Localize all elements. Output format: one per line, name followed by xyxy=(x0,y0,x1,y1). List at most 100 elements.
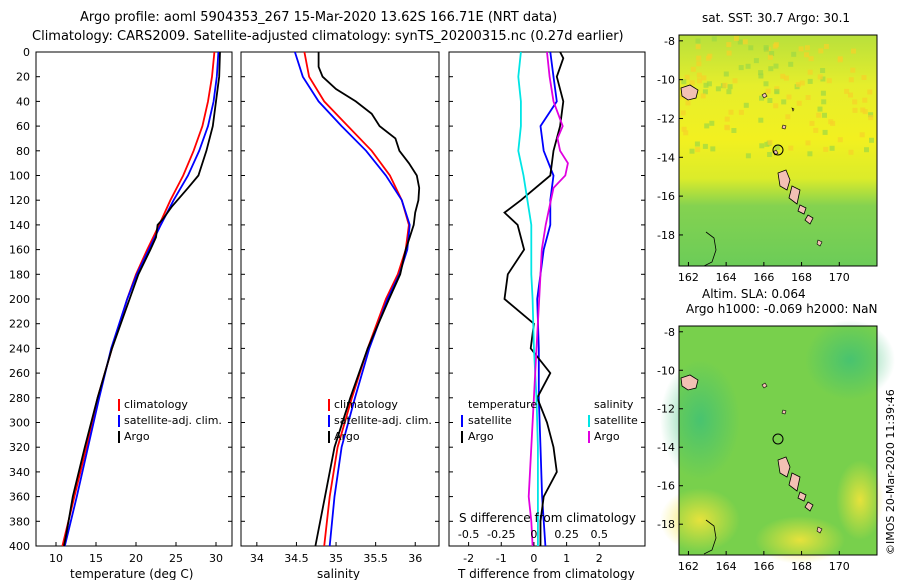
sst-speckle-cell xyxy=(864,147,869,153)
legend-heading-salinity: salinity xyxy=(594,398,634,411)
map-lon-tick-label: 166 xyxy=(753,560,774,573)
sst-speckle-cell xyxy=(695,44,701,50)
sst-speckle-cell xyxy=(807,151,813,157)
difference-x-ticks: -2 -1 0 1 2 xyxy=(463,542,603,565)
depth-tick-label: 0 xyxy=(23,46,30,59)
sst-speckle-cell xyxy=(774,86,780,92)
top-x-tick-label: 0 xyxy=(530,528,537,541)
sst-speckle-cell xyxy=(697,78,702,84)
map-lon-tick-label: 164 xyxy=(716,271,737,284)
sst-reef-outline xyxy=(703,231,717,267)
sst-speckle-cell xyxy=(805,95,811,100)
difference-panel-frame xyxy=(448,51,646,547)
sst-speckle-cell xyxy=(822,112,827,118)
sst-speckle-cell xyxy=(818,48,824,54)
sla-island-solomon xyxy=(680,374,699,391)
header-line-1: Argo profile: aoml 5904353_267 15-Mar-20… xyxy=(80,10,557,25)
depth-tick-label: 320 xyxy=(9,441,30,454)
depth-tick-label: 140 xyxy=(9,219,30,232)
map-lon-tick-label: 170 xyxy=(829,560,850,573)
sst-speckle-cell xyxy=(767,152,773,157)
legend-label-satellite: satellite-adj. clim. xyxy=(334,414,432,427)
sst-speckle-cell xyxy=(765,88,771,94)
sst-speckle-cell xyxy=(821,99,827,105)
depth-tick-label: 300 xyxy=(9,417,30,430)
legend-label-s-satellite: satellite xyxy=(594,414,638,427)
sst-speckle-cell xyxy=(684,74,690,80)
sst-speckle-cell xyxy=(820,90,826,96)
series-line-satellite-adj-clim- xyxy=(63,51,220,547)
map-lat-tick-label: -18 xyxy=(657,229,675,242)
sst-speckle-cell xyxy=(813,127,819,133)
sst-speckle-cell xyxy=(724,124,730,130)
sst-speckle-cell xyxy=(848,92,853,98)
map-lat-tick-label: -10 xyxy=(657,364,675,377)
series-line-climatology xyxy=(303,51,410,547)
sst-speckle-cell xyxy=(696,55,702,61)
x-tick-label: 0 xyxy=(530,552,537,565)
sst-speckle-cell xyxy=(809,120,815,126)
sst-speckle-cell xyxy=(798,46,804,52)
sst-map: 162 164 166 168 170 -8 -10 -12 -14 -16 -18 xyxy=(657,34,878,284)
sst-speckle-cell xyxy=(700,93,706,99)
sst-speckle-cell xyxy=(702,143,708,149)
sst-speckle-cell xyxy=(817,74,823,80)
sst-speckle-cell xyxy=(696,61,702,67)
x-tick-label: 30 xyxy=(209,552,223,565)
map-lat-tick-label: -8 xyxy=(664,326,675,339)
sst-speckle-cell xyxy=(726,89,732,95)
sst-speckle-cell xyxy=(758,117,764,123)
sst-speckle-cell xyxy=(774,144,780,150)
series-line-t-argo xyxy=(503,51,565,546)
depth-tick-label: 200 xyxy=(9,293,30,306)
sst-speckle-cell xyxy=(788,61,794,67)
sst-speckle-cell xyxy=(728,109,734,115)
sla-map-anomaly xyxy=(660,488,740,552)
map-lat-tick-label: -14 xyxy=(657,441,675,454)
sst-map-frame xyxy=(678,34,878,267)
sst-speckle-cell xyxy=(759,143,765,149)
series-line-s-argo xyxy=(527,51,569,547)
sst-speckle-cell xyxy=(851,48,856,54)
sst-speckle-cell xyxy=(748,45,754,51)
sst-speckle-cell xyxy=(774,89,780,95)
depth-tick-label: 40 xyxy=(16,95,30,108)
sst-speckle-cell xyxy=(786,94,792,100)
sst-speckle-cell xyxy=(850,67,856,73)
temperature-x-label: temperature (deg C) xyxy=(70,567,193,580)
sst-speckle-cell xyxy=(781,99,787,105)
sst-speckle-cell xyxy=(732,78,738,84)
depth-tick-label: 80 xyxy=(16,145,30,158)
sst-speckle-cell xyxy=(861,75,867,80)
sst-speckle-cell xyxy=(710,146,716,152)
sst-speckle-cell xyxy=(738,65,744,71)
sst-speckle-cell xyxy=(768,66,774,72)
difference-top-label: S difference from climatology xyxy=(459,511,636,525)
legend-heading-temperature: temperature xyxy=(468,398,537,411)
sst-speckle-cell xyxy=(780,73,786,79)
x-tick-label: 36 xyxy=(408,552,422,565)
map-lat-tick-label: -12 xyxy=(657,112,675,125)
sst-speckle-cell xyxy=(808,56,814,62)
sst-speckle-cell xyxy=(733,36,739,41)
sst-speckle-cell xyxy=(703,82,709,88)
x-tick-label: 2 xyxy=(596,552,603,565)
sst-speckle-cell xyxy=(773,103,779,109)
sst-speckle-cell xyxy=(869,137,874,143)
depth-tick-label: 380 xyxy=(9,515,30,528)
legend-label-climatology: climatology xyxy=(334,398,398,411)
series-line-t-satellite xyxy=(536,51,558,547)
header-line-2: Climatology: CARS2009. Satellite-adjuste… xyxy=(32,29,624,44)
sst-speckle-cell xyxy=(868,115,874,121)
legend-label-argo: Argo xyxy=(124,430,150,443)
sst-speckle-cell xyxy=(709,120,715,126)
map-lat-tick-label: -8 xyxy=(664,35,675,48)
sst-speckle-cell xyxy=(796,100,802,106)
sst-island-vanuatu xyxy=(777,169,814,225)
temperature-legend: climatology satellite-adj. clim. Argo xyxy=(118,398,222,443)
x-tick-label: 20 xyxy=(129,552,143,565)
sst-speckle-cell xyxy=(731,128,737,133)
sst-speckle-cell xyxy=(704,123,710,129)
sst-speckle-cell xyxy=(701,75,707,81)
